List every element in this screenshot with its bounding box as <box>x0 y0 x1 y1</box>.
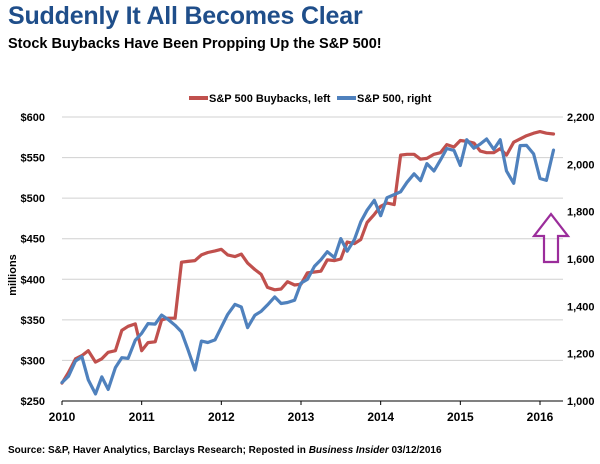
sp500-series-line <box>60 137 556 396</box>
legend-label-buybacks: S&P 500 Buybacks, left <box>209 93 331 105</box>
x-tick-label: 2016 <box>527 410 554 424</box>
page-subtitle: Stock Buybacks Have Been Propping Up the… <box>8 36 382 52</box>
buybacks-series-line <box>60 130 556 385</box>
arrow-up-icon <box>531 212 571 264</box>
legend: S&P 500 Buybacks, left S&P 500, right <box>189 93 432 105</box>
series-lines <box>60 130 556 396</box>
left-tick-label: $550 <box>21 153 45 165</box>
x-tick-label: 2012 <box>208 410 235 424</box>
left-tick-label: $300 <box>21 355 45 367</box>
source-text: Source: S&P, Haver Analytics, Barclays R… <box>8 445 309 456</box>
right-tick-label: 1,800 <box>567 207 595 219</box>
source-publication: Business Insider <box>308 445 389 456</box>
legend-label-sp500: S&P 500, right <box>357 93 432 105</box>
x-tick-label: 2015 <box>447 410 474 424</box>
x-tick-label: 2013 <box>288 410 315 424</box>
right-tick-label: 2,000 <box>567 159 595 171</box>
right-tick-label: 1,200 <box>567 349 595 361</box>
left-tick-label: $600 <box>21 112 45 124</box>
page-title: Suddenly It All Becomes Clear <box>8 2 363 30</box>
x-tick-label: 2011 <box>129 410 155 424</box>
left-tick-label: $400 <box>21 274 45 286</box>
y-axis-label: millions <box>7 254 19 296</box>
left-axis-ticks: $250 $300 $350 $400 $450 $500 $550 $600 <box>21 112 45 408</box>
x-tick-label: 2010 <box>49 410 76 424</box>
source-note: Source: S&P, Haver Analytics, Barclays R… <box>8 445 442 456</box>
left-tick-label: $350 <box>21 315 45 327</box>
left-tick-label: $450 <box>21 234 45 246</box>
right-tick-label: 2,200 <box>567 112 595 124</box>
x-tick-label: 2014 <box>367 410 394 424</box>
grid-lines <box>62 116 563 402</box>
right-tick-label: 1,600 <box>567 254 595 266</box>
right-tick-label: 1,400 <box>567 301 595 313</box>
source-date: 03/12/2016 <box>388 445 442 456</box>
x-axis-ticks: 2010 2011 2012 2013 2014 2015 2016 <box>49 401 554 424</box>
left-tick-label: $500 <box>21 193 45 205</box>
right-axis-ticks: 1,000 1,200 1,400 1,600 1,800 2,000 2,200 <box>567 112 595 408</box>
right-tick-label: 1,000 <box>567 396 595 408</box>
left-tick-label: $250 <box>21 396 45 408</box>
